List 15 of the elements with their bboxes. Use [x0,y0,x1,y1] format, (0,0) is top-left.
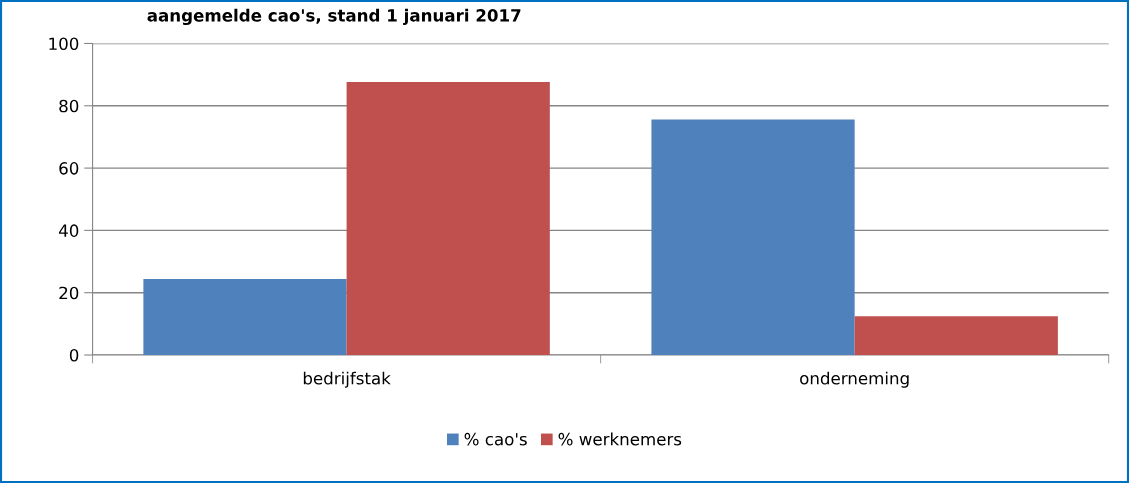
y-tick-label: 0 [69,348,79,362]
x-tick-label: onderneming [800,371,909,388]
bar [143,278,347,355]
y-tick-label: 80 [59,99,79,113]
y-tick-label: 60 [59,162,79,175]
y-tick-label: 20 [59,286,79,300]
bar [854,316,1058,355]
legend-label: % cao's [464,432,527,446]
bar [346,82,550,355]
bar [651,119,855,355]
x-tick-label: bedrijfstak [303,371,391,388]
chart-title: aangemelde cao's, stand 1 januari 2017 [147,8,521,26]
y-tick-label: 100 [49,37,79,51]
y-tick-label: 40 [58,224,79,237]
legend-label: % werknemers [558,432,682,446]
